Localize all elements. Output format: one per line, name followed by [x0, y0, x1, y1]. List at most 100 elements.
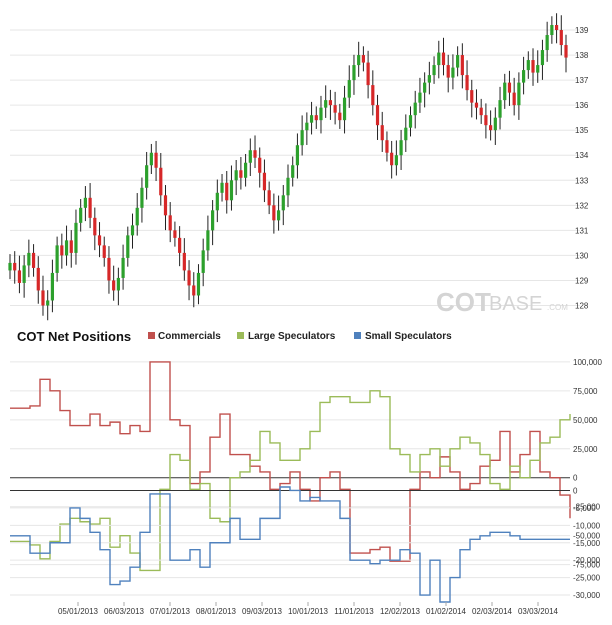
cot-gridlines — [10, 361, 570, 566]
x-tick-label: 09/03/2013 — [242, 607, 283, 616]
large-speculators-line — [10, 390, 571, 572]
candle — [17, 255, 22, 294]
candle — [342, 85, 347, 134]
candle-body — [253, 150, 257, 158]
legend-swatch-commercials — [148, 332, 155, 339]
candle-body — [8, 262, 12, 271]
x-tick-label: 07/01/2013 — [150, 607, 191, 616]
cot-y-tick-label: 0 — [573, 474, 578, 483]
candle-body — [121, 257, 125, 278]
x-tick-label: 10/01/2013 — [288, 607, 329, 616]
candle — [201, 238, 205, 287]
candle — [88, 183, 92, 229]
candle-body — [554, 25, 559, 31]
candle — [437, 40, 441, 79]
candle-body — [286, 177, 290, 196]
candle — [328, 89, 333, 120]
candle-body — [498, 100, 502, 118]
candle — [206, 215, 210, 261]
candle-body — [305, 122, 309, 131]
candle-body — [140, 187, 144, 208]
legend-label-large-speculators[interactable]: Large Speculators — [248, 331, 336, 342]
candle — [314, 106, 318, 129]
candle — [281, 185, 285, 226]
candle — [536, 50, 540, 83]
candle-body — [225, 182, 229, 201]
candle — [432, 56, 436, 84]
candle — [357, 41, 361, 77]
candle-body — [36, 267, 40, 291]
candle-body — [338, 112, 342, 121]
price-y-tick-label: 136 — [575, 101, 589, 110]
price-y-tick-label: 138 — [575, 51, 589, 60]
candle — [276, 195, 281, 231]
legend-label-commercials[interactable]: Commercials — [158, 331, 221, 342]
candle-body — [112, 280, 116, 291]
candle-body — [517, 82, 521, 106]
candle — [267, 181, 271, 215]
candle — [13, 251, 17, 284]
candle — [55, 236, 59, 282]
price-y-tick-label: 133 — [575, 176, 589, 185]
candle — [215, 179, 219, 223]
legend-swatch-small-speculators — [354, 332, 361, 339]
candle-body — [423, 82, 427, 93]
candle — [427, 61, 431, 95]
candle-body — [248, 150, 252, 163]
candle — [229, 165, 234, 211]
small-spec-y-axis: 0 -5,000 -10,000 -15,000 -20,000 -25,000 -30,0… — [573, 486, 601, 600]
candle-body — [380, 125, 384, 141]
candle — [116, 267, 120, 306]
candle — [380, 111, 384, 152]
candle-body — [31, 252, 36, 268]
candle-body — [22, 265, 26, 283]
candle-body — [130, 225, 135, 236]
candle-body — [342, 97, 347, 121]
x-tick-label: 11/01/2013 — [334, 607, 374, 616]
candle-body — [291, 165, 295, 178]
candle — [404, 114, 408, 152]
candle-body — [187, 270, 191, 286]
small-spec-y-tick-label: -30,000 — [573, 591, 601, 600]
candle — [503, 73, 507, 109]
candle-body — [192, 285, 196, 296]
candle-body — [83, 197, 87, 208]
candle — [74, 209, 78, 265]
legend-label-small-speculators[interactable]: Small Speculators — [365, 331, 452, 342]
candle-body — [281, 195, 285, 211]
candle-body — [531, 60, 535, 73]
candle — [390, 140, 394, 179]
candle-body — [564, 45, 568, 58]
candle-body — [50, 272, 55, 301]
candle-body — [371, 85, 375, 106]
candle — [196, 264, 201, 305]
candle — [545, 21, 549, 62]
price-y-tick-label: 135 — [575, 126, 589, 135]
candle-body — [262, 172, 267, 191]
candle — [385, 131, 389, 162]
candle-body — [300, 130, 304, 146]
candle — [286, 164, 290, 208]
candle — [512, 77, 516, 116]
cot-y-tick-label: 75,000 — [573, 387, 598, 396]
candle-body — [550, 25, 554, 36]
cot-series-lines — [10, 361, 571, 572]
candle-body — [163, 195, 168, 216]
candle — [338, 103, 342, 129]
candle-body — [182, 252, 186, 271]
candle — [441, 37, 446, 76]
candle-body — [17, 270, 22, 283]
candle-body — [79, 207, 83, 223]
legend[interactable]: Commercials Large Speculators Small Spec… — [148, 331, 452, 342]
candle-body — [295, 145, 300, 166]
candle — [145, 151, 149, 200]
candle — [347, 65, 351, 108]
small-spec-series-line — [10, 486, 570, 603]
candle-body — [258, 157, 262, 173]
candle — [498, 86, 502, 130]
candle — [97, 222, 102, 258]
candle — [517, 72, 521, 120]
candle-body — [366, 62, 370, 86]
candle-body — [394, 155, 398, 166]
candle — [418, 77, 422, 113]
